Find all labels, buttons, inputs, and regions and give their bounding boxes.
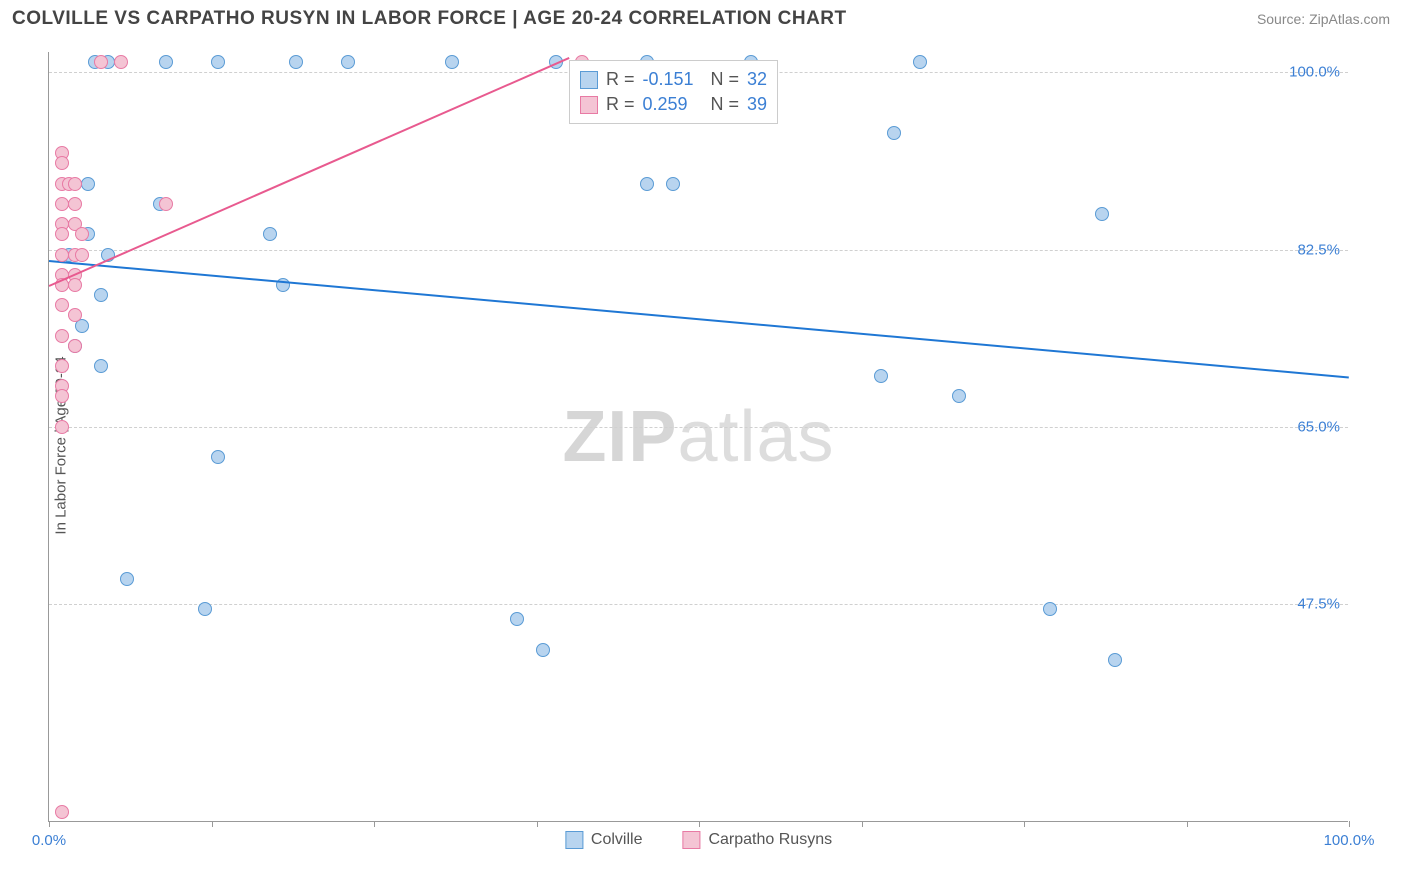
stat-box: R = -0.151 N = 32 R = 0.259 N = 39 bbox=[569, 60, 778, 124]
gridline bbox=[49, 250, 1348, 251]
data-point bbox=[75, 227, 89, 241]
legend-swatch bbox=[580, 71, 598, 89]
data-point bbox=[55, 389, 69, 403]
data-point bbox=[120, 572, 134, 586]
xtick bbox=[537, 821, 538, 827]
data-point bbox=[159, 55, 173, 69]
stat-r-label: R = bbox=[606, 69, 635, 90]
data-point bbox=[159, 197, 173, 211]
data-point bbox=[55, 329, 69, 343]
regression-line bbox=[49, 57, 570, 287]
xtick bbox=[49, 821, 50, 827]
stat-r-value: 0.259 bbox=[643, 94, 703, 115]
data-point bbox=[666, 177, 680, 191]
data-point bbox=[68, 177, 82, 191]
source-label: Source: ZipAtlas.com bbox=[1257, 11, 1390, 27]
data-point bbox=[289, 55, 303, 69]
data-point bbox=[94, 359, 108, 373]
xtick-label: 0.0% bbox=[32, 832, 66, 849]
stat-r-value: -0.151 bbox=[643, 69, 703, 90]
data-point bbox=[68, 308, 82, 322]
stat-r-label: R = bbox=[606, 94, 635, 115]
xtick bbox=[1024, 821, 1025, 827]
data-point bbox=[913, 55, 927, 69]
data-point bbox=[263, 227, 277, 241]
xtick bbox=[374, 821, 375, 827]
data-point bbox=[445, 55, 459, 69]
ytick-label: 65.0% bbox=[1297, 418, 1340, 435]
data-point bbox=[1095, 207, 1109, 221]
data-point bbox=[55, 805, 69, 819]
stat-n-value: 39 bbox=[747, 94, 767, 115]
legend-swatch bbox=[580, 96, 598, 114]
header-row: COLVILLE VS CARPATHO RUSYN IN LABOR FORC… bbox=[0, 0, 1406, 34]
data-point bbox=[341, 55, 355, 69]
data-point bbox=[68, 197, 82, 211]
stat-row: R = 0.259 N = 39 bbox=[580, 92, 767, 117]
data-point bbox=[68, 278, 82, 292]
gridline bbox=[49, 604, 1348, 605]
data-point bbox=[198, 602, 212, 616]
stat-row: R = -0.151 N = 32 bbox=[580, 67, 767, 92]
data-point bbox=[952, 389, 966, 403]
chart-container: COLVILLE VS CARPATHO RUSYN IN LABOR FORC… bbox=[0, 0, 1406, 892]
xtick bbox=[862, 821, 863, 827]
stat-n-label: N = bbox=[711, 94, 740, 115]
xtick bbox=[1187, 821, 1188, 827]
data-point bbox=[55, 197, 69, 211]
data-point bbox=[1108, 653, 1122, 667]
data-point bbox=[75, 248, 89, 262]
stat-n-value: 32 bbox=[747, 69, 767, 90]
data-point bbox=[1043, 602, 1057, 616]
data-point bbox=[55, 359, 69, 373]
data-point bbox=[114, 55, 128, 69]
stat-n-label: N = bbox=[711, 69, 740, 90]
data-point bbox=[55, 248, 69, 262]
legend: Colville Carpatho Rusyns bbox=[565, 831, 832, 849]
data-point bbox=[68, 339, 82, 353]
data-point bbox=[211, 55, 225, 69]
data-point bbox=[94, 55, 108, 69]
chart-title: COLVILLE VS CARPATHO RUSYN IN LABOR FORC… bbox=[12, 8, 847, 30]
xtick-label: 100.0% bbox=[1324, 832, 1375, 849]
gridline bbox=[49, 427, 1348, 428]
legend-item: Carpatho Rusyns bbox=[682, 831, 832, 849]
data-point bbox=[94, 288, 108, 302]
data-point bbox=[55, 227, 69, 241]
data-point bbox=[536, 643, 550, 657]
ytick-label: 47.5% bbox=[1297, 596, 1340, 613]
data-point bbox=[55, 156, 69, 170]
plot-area: In Labor Force | Age 20-24 ZIPatlas 100.… bbox=[48, 52, 1348, 822]
xtick bbox=[1349, 821, 1350, 827]
data-point bbox=[81, 177, 95, 191]
watermark: ZIPatlas bbox=[562, 396, 834, 478]
legend-label: Carpatho Rusyns bbox=[708, 831, 832, 849]
watermark-zip: ZIP bbox=[562, 397, 677, 477]
legend-swatch bbox=[682, 831, 700, 849]
data-point bbox=[640, 177, 654, 191]
data-point bbox=[211, 450, 225, 464]
xtick bbox=[699, 821, 700, 827]
data-point bbox=[55, 420, 69, 434]
regression-line bbox=[49, 260, 1349, 379]
watermark-atlas: atlas bbox=[677, 397, 834, 477]
xtick bbox=[212, 821, 213, 827]
legend-swatch bbox=[565, 831, 583, 849]
ytick-label: 100.0% bbox=[1289, 64, 1340, 81]
legend-item: Colville bbox=[565, 831, 643, 849]
data-point bbox=[55, 298, 69, 312]
ytick-label: 82.5% bbox=[1297, 241, 1340, 258]
data-point bbox=[510, 612, 524, 626]
data-point bbox=[887, 126, 901, 140]
legend-label: Colville bbox=[591, 831, 643, 849]
data-point bbox=[874, 369, 888, 383]
